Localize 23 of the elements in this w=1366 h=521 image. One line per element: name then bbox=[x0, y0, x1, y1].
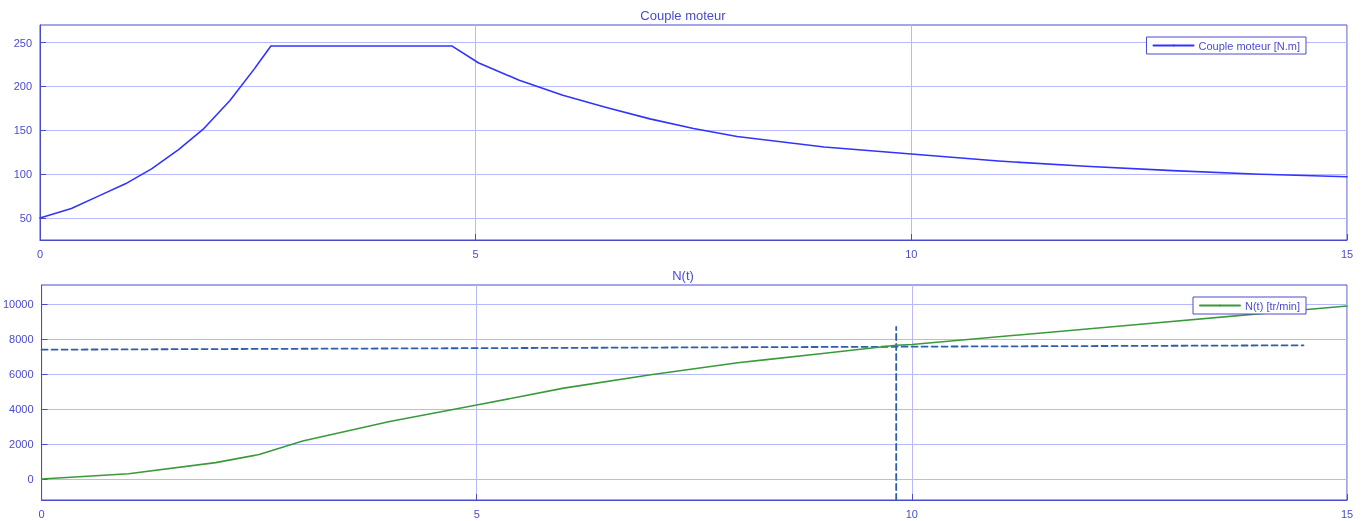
y-tick-label: 50 bbox=[19, 212, 32, 225]
y-tick-label: 8000 bbox=[9, 333, 34, 346]
x-tick-label: 0 bbox=[36, 247, 44, 260]
y-tick-label: 100 bbox=[13, 168, 32, 181]
x-tick-label: 15 bbox=[1340, 247, 1354, 260]
y-tick-label: 6000 bbox=[9, 368, 34, 381]
y-tick-label: 10000 bbox=[2, 298, 34, 311]
x-tick-label: 10 bbox=[905, 247, 918, 260]
legend-label: N(t) [tr/min] bbox=[1245, 299, 1301, 312]
y-tick-label: 150 bbox=[13, 124, 32, 137]
y-tick-label: 4000 bbox=[9, 403, 34, 416]
x-tick-label: 5 bbox=[473, 507, 480, 520]
chart-title: Couple moteur bbox=[640, 8, 727, 23]
y-tick-label: 2000 bbox=[9, 438, 34, 451]
x-tick-label: 10 bbox=[905, 507, 918, 520]
x-tick-label: 15 bbox=[1340, 507, 1354, 520]
x-tick-label: 0 bbox=[38, 507, 45, 520]
legend-label: Couple moteur [N.m] bbox=[1198, 39, 1300, 52]
y-tick-label: 250 bbox=[13, 36, 32, 49]
chart-title: N(t) bbox=[672, 268, 694, 283]
x-tick-label: 5 bbox=[472, 247, 479, 260]
y-tick-label: 0 bbox=[27, 473, 34, 486]
y-tick-label: 200 bbox=[13, 80, 32, 93]
